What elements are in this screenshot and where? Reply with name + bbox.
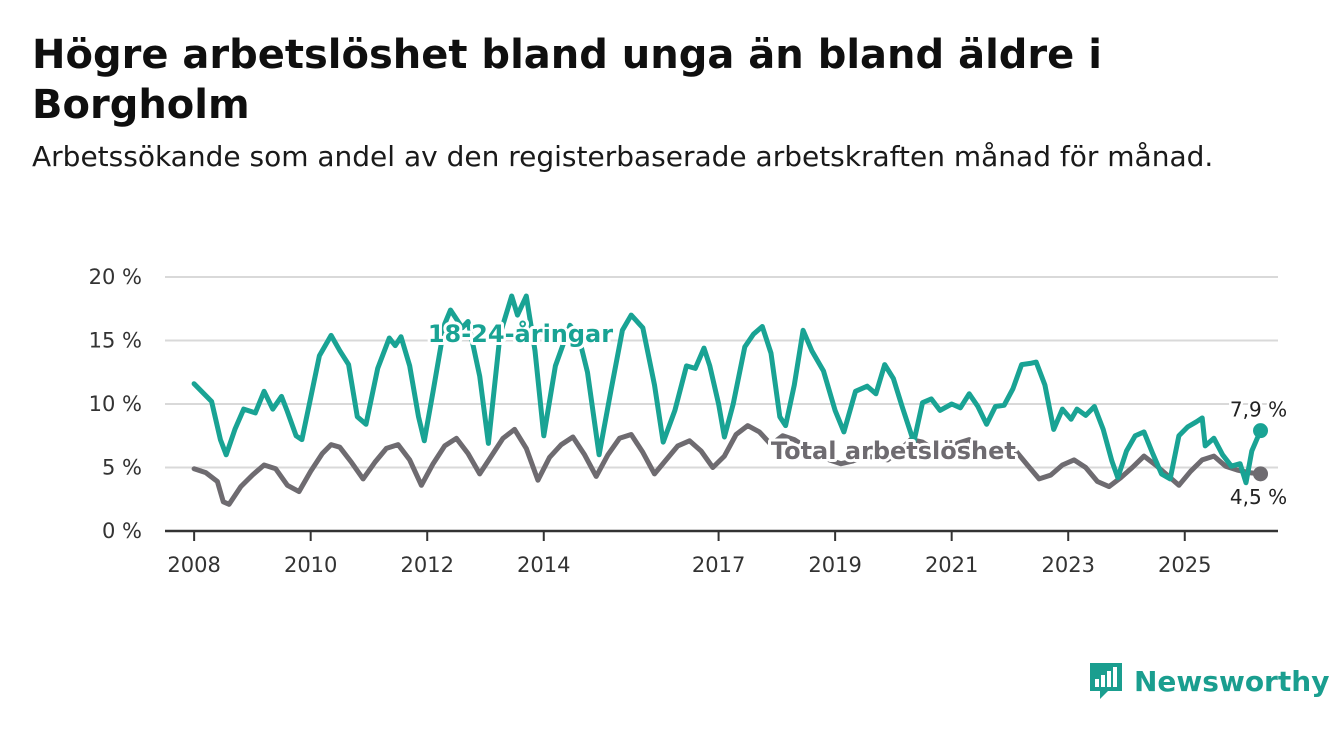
line-chart: 0 % 5 % 10 % 15 % 20 % 2008 2010 2012 2014 2017 20… — [88, 265, 1288, 577]
series-end-value-label: 7,9 % — [1230, 398, 1287, 422]
y-tick-label: 0 % — [102, 519, 142, 543]
bar-chart-badge-icon — [1090, 663, 1122, 699]
newsworthy-logo: Newsworthy — [1088, 660, 1329, 702]
x-tick-label: 2021 — [925, 553, 978, 577]
series-line-total — [191, 423, 1263, 507]
x-tick-label: 2008 — [167, 553, 220, 577]
series-line-youth — [191, 293, 1263, 486]
y-tick-label: 10 % — [89, 392, 142, 416]
x-tick-label: 2019 — [808, 553, 861, 577]
chart-subtitle: Arbetssökande som andel av den registerb… — [32, 140, 1214, 173]
y-tick-label: 15 % — [89, 329, 142, 353]
x-tick-label: 2017 — [692, 553, 745, 577]
chart-title: Högre arbetslöshet bland unga än bland ä… — [32, 32, 1102, 128]
y-tick-label: 5 % — [102, 456, 142, 480]
brand-name: Newsworthy — [1134, 664, 1330, 698]
series-end-dot-total — [1253, 466, 1269, 482]
series-end-dot-youth — [1253, 423, 1269, 439]
series-name-label: Total arbetslöshet — [771, 437, 1016, 465]
x-tick-label: 2025 — [1158, 553, 1211, 577]
x-tick-label: 2010 — [284, 553, 337, 577]
series-name-label: 18-24-åringar — [428, 319, 613, 348]
series-end-value-label: 4,5 % — [1230, 485, 1287, 509]
x-tick-label: 2012 — [400, 553, 453, 577]
x-tick-label: 2014 — [517, 553, 570, 577]
y-tick-label: 20 % — [89, 265, 142, 289]
x-tick-label: 2023 — [1041, 553, 1094, 577]
